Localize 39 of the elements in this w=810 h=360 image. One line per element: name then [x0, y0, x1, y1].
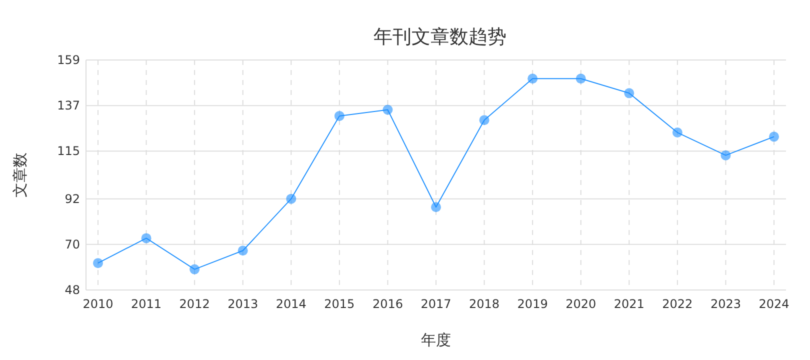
y-tick-label: 159: [57, 53, 80, 67]
y-tick-label: 137: [57, 98, 80, 113]
x-tick-label: 2011: [131, 297, 162, 311]
point: [431, 202, 441, 212]
x-tick-label: 2012: [179, 297, 210, 311]
x-tick-label: 2010: [82, 297, 114, 311]
point: [528, 74, 538, 84]
x-axis-title: 年度: [421, 331, 451, 349]
point: [334, 110, 344, 121]
x-tick-label: 2016: [372, 297, 403, 311]
x-tick-label: 2021: [614, 297, 644, 311]
x-tick-label: 2015: [324, 297, 355, 311]
point: [624, 88, 634, 98]
point: [672, 128, 682, 138]
x-tick-label: 2022: [662, 297, 693, 311]
x-tick-label: 2024: [758, 297, 790, 311]
x-tick-label: 2014: [276, 297, 306, 311]
x-tick-label: 2018: [469, 297, 500, 311]
y-tick-label: 48: [64, 283, 80, 297]
point: [238, 246, 248, 256]
point: [479, 115, 490, 126]
point: [576, 74, 586, 84]
y-tick-label: 92: [64, 192, 80, 206]
chart-title: 年刊文章数趋势: [374, 26, 506, 48]
point: [382, 104, 393, 115]
x-tick-label: 2017: [420, 297, 452, 311]
x-tick-label: 2013: [228, 297, 258, 311]
x-tick-label: 2019: [517, 297, 548, 311]
y-tick-label: 70: [64, 237, 80, 252]
point: [769, 132, 779, 142]
point: [720, 150, 731, 160]
x-tick-label: 2023: [710, 297, 741, 311]
point: [93, 258, 103, 268]
y-axis-title: 文章数: [11, 152, 29, 198]
point: [141, 233, 152, 244]
point: [286, 194, 296, 204]
y-tick-label: 115: [57, 144, 80, 158]
point: [190, 264, 200, 274]
x-tick-label: 2020: [566, 297, 596, 311]
